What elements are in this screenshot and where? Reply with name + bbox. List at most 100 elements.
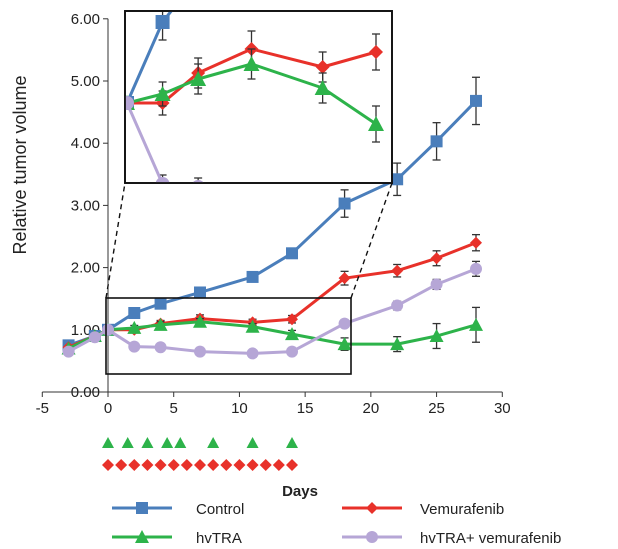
- dose-marker-vemurafenib: [207, 459, 220, 471]
- dose-marker-vemurafenib: [115, 459, 128, 471]
- legend-swatch-marker-vemurafenib: [366, 502, 378, 514]
- y-tick-label: 2.00: [71, 260, 100, 277]
- data-point-combo: [338, 317, 351, 330]
- data-point-combo: [430, 278, 443, 291]
- inset-frame-border: [124, 10, 393, 184]
- y-tick-label: 4.00: [71, 135, 100, 152]
- data-point-control: [246, 270, 259, 283]
- data-point-combo: [125, 96, 134, 110]
- dose-marker-vemurafenib: [286, 459, 299, 471]
- data-point-vemurafenib: [430, 252, 443, 265]
- dose-marker-hvtra: [246, 437, 259, 448]
- legend: Control Vemurafenib hvTRA hvTRA+ vemuraf…: [112, 501, 561, 547]
- data-point-hvtra: [368, 116, 384, 131]
- dose-marker-vemurafenib: [259, 459, 272, 471]
- x-tick-label: -5: [36, 400, 49, 417]
- data-point-hvtra: [153, 317, 168, 331]
- data-point-combo: [88, 331, 101, 344]
- dose-marker-hvtra: [141, 437, 154, 448]
- data-point-control: [154, 297, 167, 310]
- data-point-combo: [286, 345, 299, 358]
- legend-label-control: Control: [196, 501, 244, 518]
- legend-swatch-marker-combo: [366, 531, 378, 543]
- legend-label-vemurafenib: Vemurafenib: [420, 501, 504, 518]
- data-point-combo: [194, 345, 207, 358]
- dose-marker-hvtra: [102, 437, 114, 448]
- legend-label-combo: hvTRA+ vemurafenib: [420, 530, 561, 547]
- data-point-control: [194, 286, 207, 299]
- dose-marker-vemurafenib: [220, 459, 233, 471]
- axes-layer: 0.001.002.003.004.005.006.00-5 0 5 10 15 20 25…: [36, 11, 511, 417]
- dose-marker-vemurafenib: [141, 459, 154, 471]
- x-tick-label: 10: [231, 400, 248, 417]
- data-point-vemurafenib: [470, 236, 483, 249]
- data-point-combo: [154, 341, 167, 354]
- inset-connector-left: [105, 182, 126, 299]
- data-point-hvtra: [127, 320, 142, 334]
- data-point-vemurafenib: [338, 272, 351, 285]
- data-point-combo: [316, 210, 330, 224]
- inset-plot-layer: [105, 10, 393, 299]
- data-point-hvtra: [469, 317, 484, 331]
- y-tick-label: 6.00: [71, 11, 100, 28]
- data-point-vemurafenib: [391, 264, 404, 277]
- data-point-combo: [128, 340, 141, 353]
- main-plot-layer: [61, 76, 484, 375]
- dose-marker-vemurafenib: [233, 459, 246, 471]
- data-point-hvtra: [243, 56, 260, 71]
- dose-marker-vemurafenib: [102, 459, 114, 471]
- data-point-hvtra: [154, 86, 171, 101]
- data-point-vemurafenib: [369, 45, 383, 59]
- data-point-hvtra: [337, 337, 352, 351]
- legend-swatch-marker-hvtra: [135, 530, 149, 543]
- series-line-control: [125, 11, 174, 104]
- dose-marker-vemurafenib: [246, 459, 259, 471]
- data-point-hvtra: [314, 80, 331, 95]
- dose-marker-vemurafenib: [180, 459, 193, 471]
- data-point-hvtra: [245, 319, 260, 333]
- zoom-region-box: [105, 297, 352, 375]
- data-point-combo: [470, 262, 483, 275]
- data-point-control: [338, 197, 351, 210]
- x-tick-label: 25: [428, 400, 445, 417]
- data-point-control: [155, 15, 170, 29]
- dose-marker-hvtra: [161, 437, 174, 448]
- dosing-markers-layer: [102, 437, 299, 471]
- data-point-hvtra: [190, 71, 207, 86]
- dose-marker-vemurafenib: [128, 459, 141, 471]
- series-line-hvtra: [126, 62, 377, 126]
- dose-marker-hvtra: [121, 437, 134, 448]
- dose-marker-vemurafenib: [167, 459, 180, 471]
- y-tick-label: 5.00: [71, 73, 100, 90]
- dose-marker-vemurafenib: [154, 459, 167, 471]
- data-point-vemurafenib: [315, 60, 330, 74]
- y-tick-label: 3.00: [71, 197, 100, 214]
- data-point-combo: [245, 201, 259, 215]
- data-point-control: [391, 173, 404, 186]
- dose-marker-vemurafenib: [272, 459, 285, 471]
- data-point-hvtra: [285, 327, 300, 341]
- data-point-combo: [246, 347, 259, 360]
- series-line-combo: [125, 102, 169, 183]
- y-axis-label: Relative tumor volume: [10, 75, 30, 254]
- inset-series-group: [125, 11, 384, 224]
- inset-connector-right: [350, 182, 393, 299]
- data-point-hvtra: [193, 314, 208, 328]
- data-point-control: [128, 307, 141, 320]
- data-point-control: [430, 135, 443, 148]
- data-point-hvtra: [390, 337, 405, 351]
- y-tick-label: 0.00: [71, 384, 100, 401]
- data-point-hvtra: [429, 329, 444, 343]
- dose-marker-hvtra: [174, 437, 187, 448]
- data-point-vemurafenib: [286, 313, 299, 326]
- dose-marker-hvtra: [207, 437, 220, 448]
- x-tick-label: 30: [494, 400, 511, 417]
- data-point-combo: [102, 323, 114, 336]
- x-tick-label: 0: [104, 400, 112, 417]
- x-tick-label: 20: [363, 400, 380, 417]
- data-point-combo: [391, 299, 404, 312]
- data-point-combo: [62, 345, 75, 358]
- data-point-combo: [155, 177, 170, 183]
- legend-label-hvtra: hvTRA: [196, 530, 242, 547]
